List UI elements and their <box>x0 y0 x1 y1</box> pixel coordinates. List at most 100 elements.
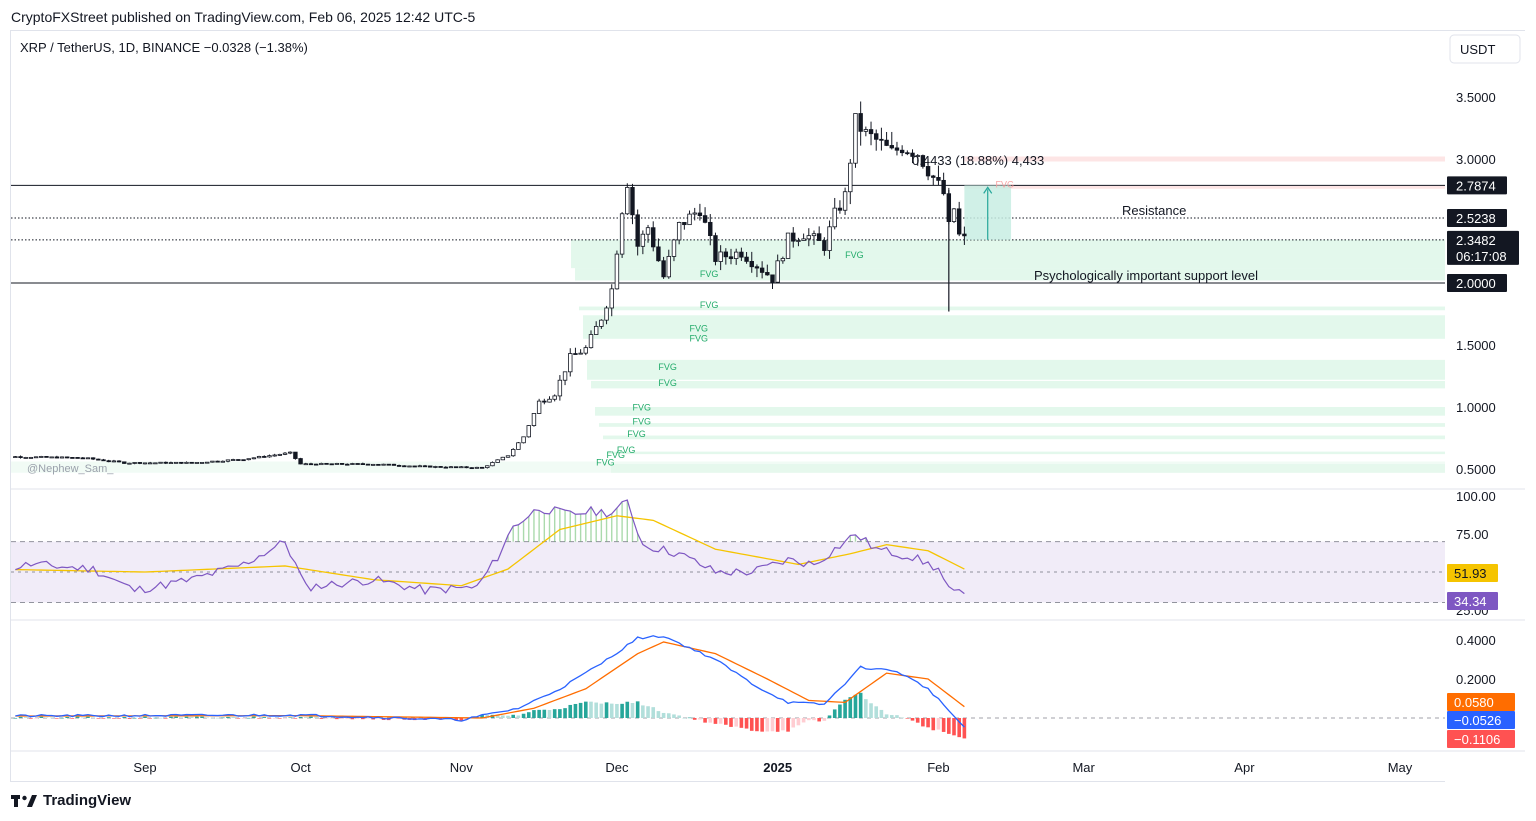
candle-body <box>428 465 433 468</box>
macd-histogram-bar <box>563 708 567 718</box>
candle-body <box>313 463 319 466</box>
candle-body <box>925 166 931 177</box>
macd-histogram-bar <box>65 716 70 718</box>
candle-body <box>443 466 448 469</box>
macd-histogram-bar <box>765 718 770 732</box>
candle-body <box>816 233 822 241</box>
macd-histogram-bar <box>366 718 370 719</box>
macd-histogram-bar <box>345 718 350 719</box>
candle-body <box>194 462 200 464</box>
candle-body <box>806 235 812 240</box>
candle-body <box>132 462 137 464</box>
candle-body <box>661 260 666 278</box>
candle-body <box>28 457 34 459</box>
fvg-bull-label: FVG <box>700 269 719 279</box>
rsi-ma-value: 51.93 <box>1454 566 1487 581</box>
macd-histogram-bar <box>573 703 578 718</box>
candle-body <box>785 232 791 259</box>
fvg-bull-label: FVG <box>632 416 651 426</box>
macd-histogram-bar <box>542 709 547 718</box>
macd-histogram-bar <box>506 715 510 718</box>
candle-body <box>267 455 272 458</box>
fvg-bull-label: FVG <box>658 378 677 388</box>
candle-body <box>189 461 194 464</box>
price-label-text: 2.5238 <box>1456 211 1496 226</box>
measure-arrow-head <box>983 186 993 194</box>
fvg-bull-zone <box>606 451 1445 455</box>
macd-tick-label: 0.4000 <box>1456 633 1496 648</box>
macd-histogram-bar <box>480 714 484 718</box>
macd-histogram-bar <box>236 718 241 719</box>
candle-body <box>754 266 760 269</box>
candle-body <box>868 129 874 135</box>
candle-body <box>619 213 625 255</box>
macd-histogram-bar <box>361 718 365 720</box>
macd-histogram-bar <box>635 701 640 718</box>
candle-body <box>490 462 495 467</box>
candle-body <box>205 461 210 464</box>
candle-body <box>13 456 18 458</box>
candle-body <box>147 462 153 465</box>
symbol-info: XRP / TetherUS, 1D, BINANCE −0.0328 (−1.… <box>20 40 308 55</box>
candle-body <box>153 462 158 465</box>
macd-signal-value-box <box>1447 693 1515 711</box>
candle-body <box>101 459 106 462</box>
candle-body <box>723 251 729 258</box>
macd-histogram-bar <box>122 716 127 718</box>
fvg-bull-label: FVG <box>627 429 646 439</box>
macd-histogram-bar <box>29 718 33 719</box>
candle-body <box>142 462 148 465</box>
candle-body <box>298 458 303 465</box>
macd-histogram-bar <box>18 716 23 718</box>
price-tick-label: 3.5000 <box>1456 90 1496 105</box>
candle-body <box>39 456 44 458</box>
macd-histogram-bar <box>692 718 697 720</box>
macd-histogram-bar <box>324 718 329 719</box>
macd-histogram-bar <box>713 718 718 724</box>
macd-histogram-value: −0.1106 <box>1454 732 1500 747</box>
candle-body <box>780 258 786 262</box>
candle-body <box>293 451 298 459</box>
macd-histogram-bar <box>91 717 95 719</box>
macd-histogram-bar <box>44 717 49 719</box>
macd-histogram-bar <box>926 718 930 728</box>
fvg-bull-zone <box>582 315 1445 339</box>
macd-histogram-bar <box>801 718 806 723</box>
macd-histogram-bar <box>832 709 837 718</box>
macd-histogram-bar <box>874 706 879 718</box>
fvg-bull-label: FVG <box>690 323 709 333</box>
candle-body <box>635 214 640 247</box>
macd-histogram-bar <box>905 718 910 719</box>
macd-histogram-bar <box>547 709 552 718</box>
tradingview-footer[interactable]: TradingView <box>11 792 131 809</box>
macd-histogram-bar <box>677 715 681 718</box>
candle-body <box>210 460 215 463</box>
current-price-box <box>1447 230 1519 265</box>
macd-histogram-bar <box>23 717 28 718</box>
rsi-ma-line <box>15 515 965 587</box>
candle-body <box>842 191 848 211</box>
macd-histogram-bar <box>49 717 54 719</box>
candle-body <box>355 463 360 465</box>
macd-histogram-value-box <box>1447 730 1515 748</box>
candle-body <box>85 457 91 460</box>
candle-body <box>376 463 381 466</box>
current-price-text: 2.3482 <box>1456 233 1496 248</box>
candle-body <box>215 460 220 463</box>
candle-body <box>827 226 832 251</box>
candle-body <box>438 466 443 468</box>
candle-body <box>319 462 324 466</box>
macd-histogram-bar <box>848 697 853 718</box>
candle-body <box>702 215 708 223</box>
candle-body <box>728 256 734 259</box>
candle-body <box>573 353 578 355</box>
macd-histogram-bar <box>584 701 588 718</box>
candle-body <box>682 222 687 226</box>
price-tick-label: 1.0000 <box>1456 400 1496 415</box>
candle-body <box>832 207 837 228</box>
candle-body <box>23 457 28 459</box>
candle-body <box>718 251 723 262</box>
candle-body <box>241 459 246 462</box>
fvg-bull-zone <box>602 435 1445 440</box>
